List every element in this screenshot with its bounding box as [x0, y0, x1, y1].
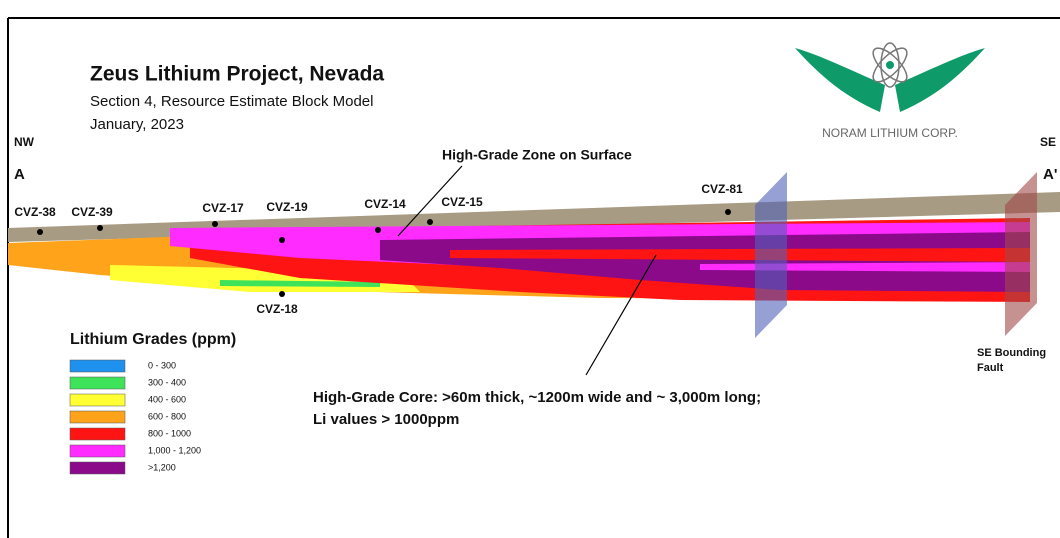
- logo-text: NORAM LITHIUM CORP.: [822, 126, 958, 140]
- drill-collar: [212, 221, 218, 227]
- drill-collar: [375, 227, 381, 233]
- direction-label: NW: [14, 135, 35, 149]
- legend-swatch: [70, 377, 125, 389]
- drill-hole-label: CVZ-38: [14, 205, 56, 219]
- annotation: Li values > 1000ppm: [313, 411, 459, 428]
- section-point: A: [14, 166, 25, 183]
- title: Zeus Lithium Project, Nevada: [90, 63, 384, 86]
- drill-hole-label: CVZ-18: [256, 302, 298, 316]
- legend-label: 600 - 800: [148, 411, 186, 421]
- drill-collar: [279, 291, 285, 297]
- annotation: High-Grade Zone on Surface: [442, 147, 632, 163]
- legend-label: 0 - 300: [148, 360, 176, 370]
- legend-label: 800 - 1000: [148, 428, 191, 438]
- fault-plane: [755, 172, 787, 338]
- legend-label: 400 - 600: [148, 394, 186, 404]
- subtitle: Section 4, Resource Estimate Block Model: [90, 93, 373, 110]
- drill-hole-label: CVZ-17: [202, 201, 244, 215]
- drill-collar: [37, 229, 43, 235]
- legend-label: 1,000 - 1,200: [148, 445, 201, 455]
- legend-swatch: [70, 462, 125, 474]
- drill-collar: [725, 209, 731, 215]
- drill-hole-label: CVZ-81: [701, 182, 743, 196]
- annotation: High-Grade Core: >60m thick, ~1200m wide…: [313, 389, 761, 406]
- drill-hole-label: CVZ-39: [71, 205, 113, 219]
- drill-hole-label: CVZ-15: [441, 195, 483, 209]
- legend-swatch: [70, 360, 125, 372]
- legend-label: 300 - 400: [148, 377, 186, 387]
- logo: [795, 43, 985, 112]
- drill-hole-label: CVZ-14: [364, 197, 406, 211]
- drill-collar: [97, 225, 103, 231]
- legend-swatch: [70, 411, 125, 423]
- legend-label: >1,200: [148, 462, 176, 472]
- date: January, 2023: [90, 116, 184, 133]
- section-point: A': [1043, 166, 1057, 183]
- drill-collar: [279, 237, 285, 243]
- drill-collar: [427, 219, 433, 225]
- annotation: Fault: [977, 362, 1004, 374]
- direction-label: SE: [1040, 135, 1056, 149]
- annotation: SE Bounding: [977, 347, 1046, 359]
- figure: NORAM LITHIUM CORP. Zeus Lithium Project…: [0, 0, 1060, 538]
- legend-swatch: [70, 428, 125, 440]
- drill-hole-label: CVZ-19: [266, 200, 308, 214]
- legend-swatch: [70, 394, 125, 406]
- legend-title: Lithium Grades (ppm): [70, 331, 236, 348]
- legend-swatch: [70, 445, 125, 457]
